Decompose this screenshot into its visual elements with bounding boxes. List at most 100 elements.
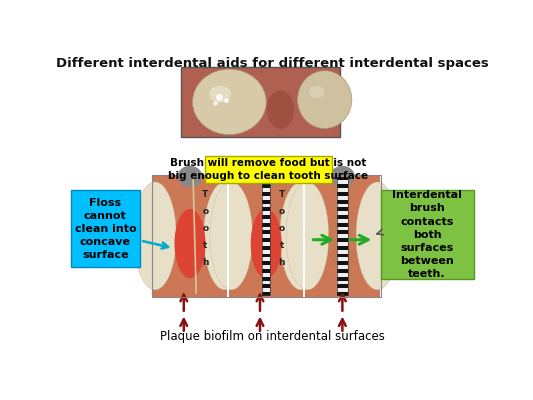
Text: o: o <box>279 224 285 233</box>
Bar <box>381 190 473 279</box>
Ellipse shape <box>134 182 176 290</box>
Bar <box>152 175 228 297</box>
Text: h: h <box>202 258 209 266</box>
Bar <box>337 223 348 227</box>
Bar <box>337 230 348 234</box>
Ellipse shape <box>286 182 329 290</box>
Text: Different interdental aids for different interdental spaces: Different interdental aids for different… <box>56 57 489 70</box>
Bar <box>337 215 348 219</box>
Bar <box>262 250 270 254</box>
Text: t: t <box>203 241 208 250</box>
Bar <box>337 261 348 265</box>
Ellipse shape <box>177 166 203 187</box>
Bar <box>262 204 270 207</box>
Bar <box>262 196 270 200</box>
Bar <box>262 292 270 296</box>
Bar <box>262 261 270 265</box>
Bar <box>262 234 270 238</box>
Bar <box>337 246 348 250</box>
Bar <box>337 238 348 242</box>
Bar <box>205 156 333 183</box>
Text: Interdental
brush
contacts
both
surfaces
between
teeth.: Interdental brush contacts both surfaces… <box>392 190 462 279</box>
Bar <box>262 246 270 250</box>
Bar <box>262 219 270 223</box>
Bar <box>337 176 348 180</box>
Bar <box>337 234 348 238</box>
Bar <box>262 269 270 273</box>
Bar <box>337 284 348 288</box>
Text: T: T <box>203 190 208 199</box>
Ellipse shape <box>267 90 294 129</box>
Bar <box>337 192 348 196</box>
Bar <box>304 175 381 297</box>
Ellipse shape <box>204 182 246 290</box>
Text: h: h <box>278 258 285 266</box>
Bar <box>337 188 348 192</box>
Bar <box>228 175 304 297</box>
Bar <box>262 176 270 295</box>
Bar <box>262 200 270 204</box>
Bar <box>181 67 340 136</box>
Bar <box>337 269 348 273</box>
Text: o: o <box>279 207 285 216</box>
Bar <box>262 188 270 192</box>
Bar <box>337 207 348 211</box>
Text: o: o <box>203 207 208 216</box>
Bar <box>262 184 270 188</box>
Bar <box>262 192 270 196</box>
Text: T: T <box>279 190 285 199</box>
Text: Floss
cannot
clean into
concave
surface: Floss cannot clean into concave surface <box>75 198 136 260</box>
Bar <box>337 258 348 261</box>
Bar <box>262 265 270 269</box>
Ellipse shape <box>309 86 325 98</box>
Ellipse shape <box>330 166 355 187</box>
Bar <box>262 277 270 280</box>
Bar <box>337 242 348 246</box>
Bar <box>337 288 348 292</box>
Bar <box>337 265 348 269</box>
Ellipse shape <box>210 182 253 290</box>
Bar <box>152 175 381 297</box>
Bar <box>262 242 270 246</box>
Text: Plaque biofilm on interdental surfaces: Plaque biofilm on interdental surfaces <box>160 330 385 343</box>
Ellipse shape <box>174 209 206 278</box>
Bar <box>262 230 270 234</box>
Ellipse shape <box>254 166 279 187</box>
Bar <box>262 211 270 215</box>
Bar <box>337 196 348 200</box>
Bar <box>262 258 270 261</box>
Bar <box>262 176 270 180</box>
Bar <box>70 190 140 268</box>
Ellipse shape <box>251 209 281 278</box>
Bar <box>337 280 348 284</box>
Bar <box>303 175 305 297</box>
Bar <box>264 176 269 295</box>
Text: Brush will remove food but is not
big enough to clean tooth surface: Brush will remove food but is not big en… <box>168 158 369 181</box>
Bar <box>262 227 270 230</box>
Bar <box>262 223 270 227</box>
Ellipse shape <box>356 182 399 290</box>
Ellipse shape <box>209 86 231 103</box>
Bar <box>337 254 348 258</box>
Text: t: t <box>279 241 284 250</box>
Bar <box>337 180 348 184</box>
Bar <box>262 215 270 219</box>
Bar <box>337 200 348 204</box>
Bar <box>262 280 270 284</box>
Bar <box>262 254 270 258</box>
Bar <box>262 288 270 292</box>
Bar <box>337 211 348 215</box>
Bar <box>262 284 270 288</box>
Bar <box>262 238 270 242</box>
Bar <box>337 292 348 296</box>
Ellipse shape <box>328 207 357 272</box>
Ellipse shape <box>192 69 266 135</box>
Bar <box>262 180 270 184</box>
Bar <box>227 175 229 297</box>
Bar <box>337 219 348 223</box>
Bar <box>337 227 348 230</box>
Bar <box>337 176 348 295</box>
Bar <box>262 207 270 211</box>
Bar <box>337 277 348 280</box>
Ellipse shape <box>297 71 352 128</box>
